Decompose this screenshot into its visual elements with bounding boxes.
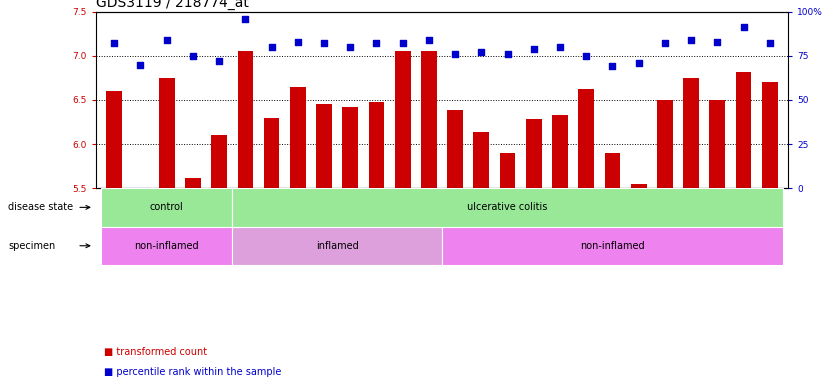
Text: ■ percentile rank within the sample: ■ percentile rank within the sample	[104, 366, 282, 377]
Point	[213, 58, 226, 64]
Point	[763, 40, 776, 46]
Bar	[158, 78, 174, 384]
Point	[449, 51, 462, 57]
Bar	[238, 51, 254, 384]
Bar	[657, 100, 673, 384]
Bar	[133, 188, 148, 384]
Text: specimen: specimen	[8, 241, 56, 251]
Text: non-inflamed: non-inflamed	[134, 241, 199, 251]
Bar	[421, 51, 437, 384]
Bar	[736, 71, 751, 384]
Point	[239, 15, 252, 22]
Point	[186, 53, 199, 59]
Text: ulcerative colitis: ulcerative colitis	[467, 202, 548, 212]
Point	[265, 44, 279, 50]
Text: disease state: disease state	[8, 202, 73, 212]
Point	[133, 61, 147, 68]
Bar	[185, 177, 201, 384]
Point	[685, 37, 698, 43]
Bar	[101, 188, 232, 227]
Bar	[442, 227, 783, 265]
Bar	[211, 135, 227, 384]
Text: inflamed: inflamed	[316, 241, 359, 251]
Bar	[552, 115, 568, 384]
Point	[318, 40, 331, 46]
Bar	[107, 91, 122, 384]
Bar	[101, 227, 232, 265]
Point	[553, 44, 566, 50]
Bar	[232, 188, 783, 227]
Bar	[526, 119, 541, 384]
Bar	[264, 118, 279, 384]
Point	[632, 60, 646, 66]
Bar	[369, 103, 384, 384]
Point	[737, 24, 751, 30]
Bar	[232, 227, 442, 265]
Point	[396, 40, 409, 46]
Point	[369, 40, 383, 46]
Point	[501, 51, 515, 57]
Point	[711, 38, 724, 45]
Bar	[683, 78, 699, 384]
Point	[658, 40, 671, 46]
Bar	[316, 104, 332, 384]
Text: GDS3119 / 218774_at: GDS3119 / 218774_at	[96, 0, 249, 10]
Bar	[578, 89, 594, 384]
Point	[422, 37, 435, 43]
Bar	[394, 51, 410, 384]
Bar	[762, 82, 777, 384]
Point	[527, 46, 540, 52]
Bar	[500, 153, 515, 384]
Bar	[710, 100, 726, 384]
Text: control: control	[150, 202, 183, 212]
Text: non-inflamed: non-inflamed	[580, 241, 645, 251]
Bar	[605, 153, 620, 384]
Text: ■ transformed count: ■ transformed count	[104, 346, 208, 357]
Point	[605, 63, 619, 70]
Point	[580, 53, 593, 59]
Point	[344, 44, 357, 50]
Point	[108, 40, 121, 46]
Bar	[631, 184, 646, 384]
Bar	[447, 111, 463, 384]
Bar	[343, 107, 358, 384]
Point	[291, 38, 304, 45]
Bar	[290, 87, 306, 384]
Bar	[474, 132, 490, 384]
Point	[475, 49, 488, 55]
Point	[160, 37, 173, 43]
